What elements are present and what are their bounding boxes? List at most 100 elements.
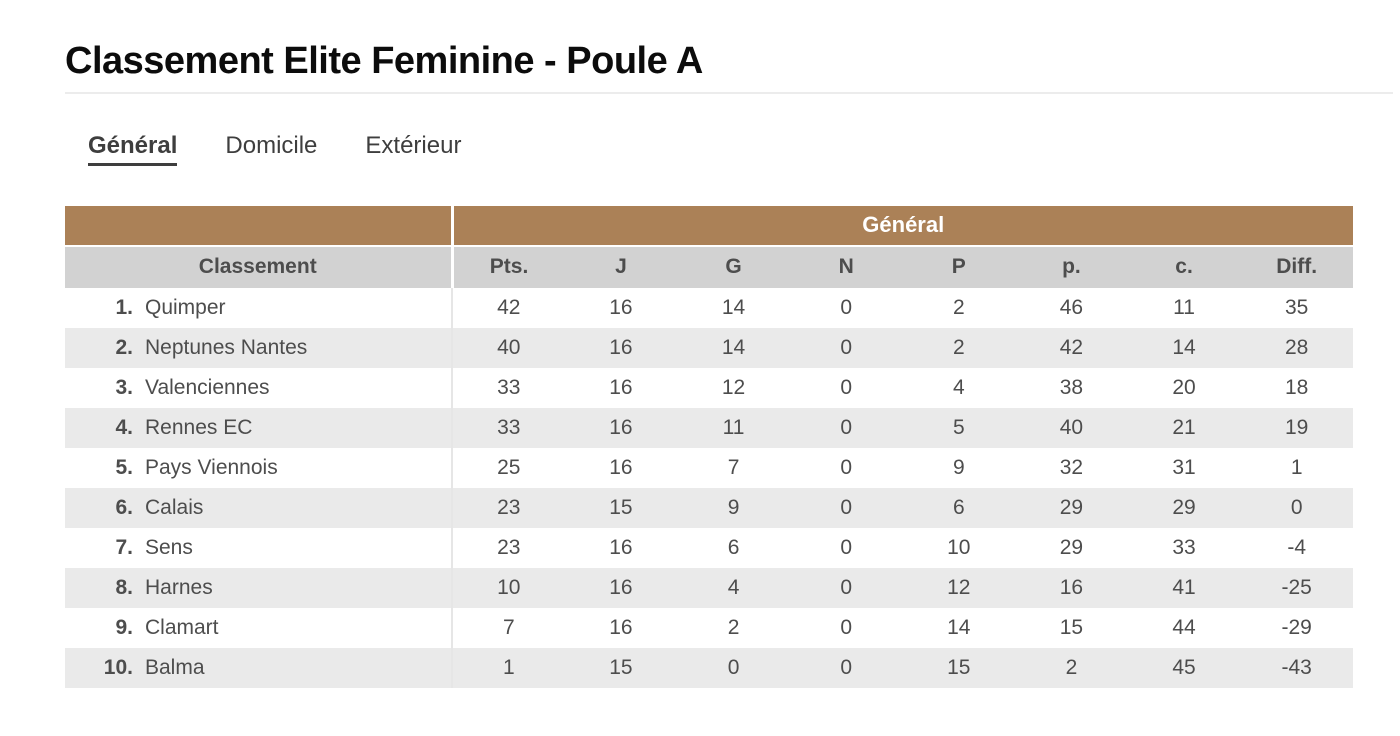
stat-g: 4 <box>727 575 740 599</box>
group-header-row: Général <box>65 205 1353 247</box>
stat-n: 0 <box>840 455 853 479</box>
stat-pts: 7 <box>502 615 515 639</box>
table-row: 6. Calais 23 15 9 0 6 29 29 0 <box>65 487 1353 528</box>
stat-p: 14 <box>947 615 971 639</box>
stat-diff: 19 <box>1285 415 1309 439</box>
stat-p: 12 <box>947 575 971 599</box>
team-name: Pays Viennois <box>145 455 278 479</box>
stat-g: 9 <box>727 495 740 519</box>
table-row: 1. Quimper 42 16 14 0 2 46 11 35 <box>65 287 1353 328</box>
stat-p: 5 <box>952 415 965 439</box>
stat-g: 6 <box>727 535 740 559</box>
stat-p: 4 <box>952 375 965 399</box>
stat-diff: 1 <box>1290 455 1303 479</box>
stat-n: 0 <box>840 535 853 559</box>
stat-n: 0 <box>840 415 853 439</box>
stat-n: 0 <box>840 495 853 519</box>
rank-label: 7. <box>115 535 133 559</box>
tabs: Général Domicile Extérieur <box>88 132 1400 166</box>
rank-label: 9. <box>115 615 133 639</box>
stat-g: 14 <box>721 335 746 359</box>
stat-pts: 40 <box>497 335 521 359</box>
stat-j: 16 <box>609 375 633 399</box>
stat-p: 15 <box>947 655 971 679</box>
stat-j: 15 <box>609 655 633 679</box>
rank-label: 8. <box>115 575 133 599</box>
stat-pour: 29 <box>1059 535 1084 559</box>
stat-j: 16 <box>609 575 633 599</box>
table-row: 8. Harnes 10 16 4 0 12 16 41 -25 <box>65 567 1353 608</box>
team-name: Calais <box>145 495 204 519</box>
stat-pts: 42 <box>497 295 521 319</box>
table-row: 7. Sens 23 16 6 0 10 29 33 -4 <box>65 527 1353 568</box>
stat-p: 9 <box>952 455 965 479</box>
standings-table: Général Classement Pts. J G N P p. c. Di… <box>65 205 1353 688</box>
stat-g: 7 <box>727 455 740 479</box>
stat-contre: 45 <box>1172 655 1196 679</box>
column-header-p: P <box>902 245 1016 288</box>
stat-n: 0 <box>840 615 853 639</box>
column-header-diff: Diff. <box>1240 245 1353 288</box>
stat-pour: 40 <box>1059 415 1084 439</box>
stat-pts: 33 <box>497 375 521 399</box>
stat-pour: 16 <box>1059 575 1084 599</box>
team-cell: 6. Calais <box>65 487 453 528</box>
stat-contre: 20 <box>1172 375 1196 399</box>
stat-pour: 32 <box>1059 455 1084 479</box>
rank-label: 1. <box>115 295 133 319</box>
tab-general[interactable]: Général <box>88 132 178 166</box>
stat-contre: 11 <box>1173 295 1195 319</box>
stat-diff: 35 <box>1285 295 1309 319</box>
stat-p: 10 <box>947 535 971 559</box>
team-name: Neptunes Nantes <box>145 335 308 359</box>
group-header-spacer <box>65 205 454 247</box>
stat-n: 0 <box>840 335 853 359</box>
stat-contre: 31 <box>1172 455 1196 479</box>
team-name: Harnes <box>145 575 213 599</box>
page-title: Classement Elite Feminine - Poule A <box>65 40 703 82</box>
team-cell: 5. Pays Viennois <box>65 447 453 488</box>
stat-contre: 29 <box>1172 495 1196 519</box>
table-row: 9. Clamart 7 16 2 0 14 15 44 -29 <box>65 607 1353 648</box>
stat-j: 16 <box>609 415 633 439</box>
rank-label: 10. <box>103 655 133 679</box>
stat-p: 2 <box>952 295 965 319</box>
stat-pour: 29 <box>1059 495 1084 519</box>
tab-exterieur[interactable]: Extérieur <box>365 131 462 159</box>
table-row: 5. Pays Viennois 25 16 7 0 9 32 31 1 <box>65 447 1353 488</box>
stat-contre: 33 <box>1172 535 1196 559</box>
stat-n: 0 <box>840 655 853 679</box>
stat-pts: 1 <box>502 655 515 679</box>
rank-label: 3. <box>115 375 133 399</box>
stat-diff: -43 <box>1281 655 1312 679</box>
stat-diff: -25 <box>1281 575 1312 599</box>
stat-j: 15 <box>609 495 633 519</box>
column-header-pts: Pts. <box>452 245 565 288</box>
table-row: 10. Balma 1 15 0 0 15 2 45 -43 <box>65 647 1353 688</box>
team-cell: 10. Balma <box>65 647 453 688</box>
stat-contre: 21 <box>1172 415 1196 439</box>
column-header-g: G <box>677 245 790 288</box>
column-header-row: Classement Pts. J G N P p. c. Diff. <box>65 245 1353 288</box>
column-header-classement: Classement <box>65 245 454 288</box>
stat-diff: -29 <box>1281 615 1312 639</box>
stat-pts: 23 <box>497 495 521 519</box>
table-row: 2. Neptunes Nantes 40 16 14 0 2 42 14 28 <box>65 327 1353 368</box>
stat-contre: 14 <box>1172 335 1196 359</box>
column-header-n: N <box>789 245 903 288</box>
stat-n: 0 <box>840 375 853 399</box>
stat-pts: 25 <box>497 455 521 479</box>
tab-domicile[interactable]: Domicile <box>225 131 318 159</box>
team-name: Valenciennes <box>145 375 270 399</box>
team-name: Quimper <box>145 295 226 319</box>
stat-g: 0 <box>727 655 740 679</box>
stat-n: 0 <box>840 295 853 319</box>
stat-pour: 2 <box>1065 655 1078 679</box>
stat-j: 16 <box>609 335 633 359</box>
stat-p: 6 <box>952 495 965 519</box>
stat-pour: 42 <box>1059 335 1084 359</box>
stat-diff: -4 <box>1287 535 1307 559</box>
team-cell: 4. Rennes EC <box>65 407 453 448</box>
table-row: 3. Valenciennes 33 16 12 0 4 38 20 18 <box>65 367 1353 408</box>
